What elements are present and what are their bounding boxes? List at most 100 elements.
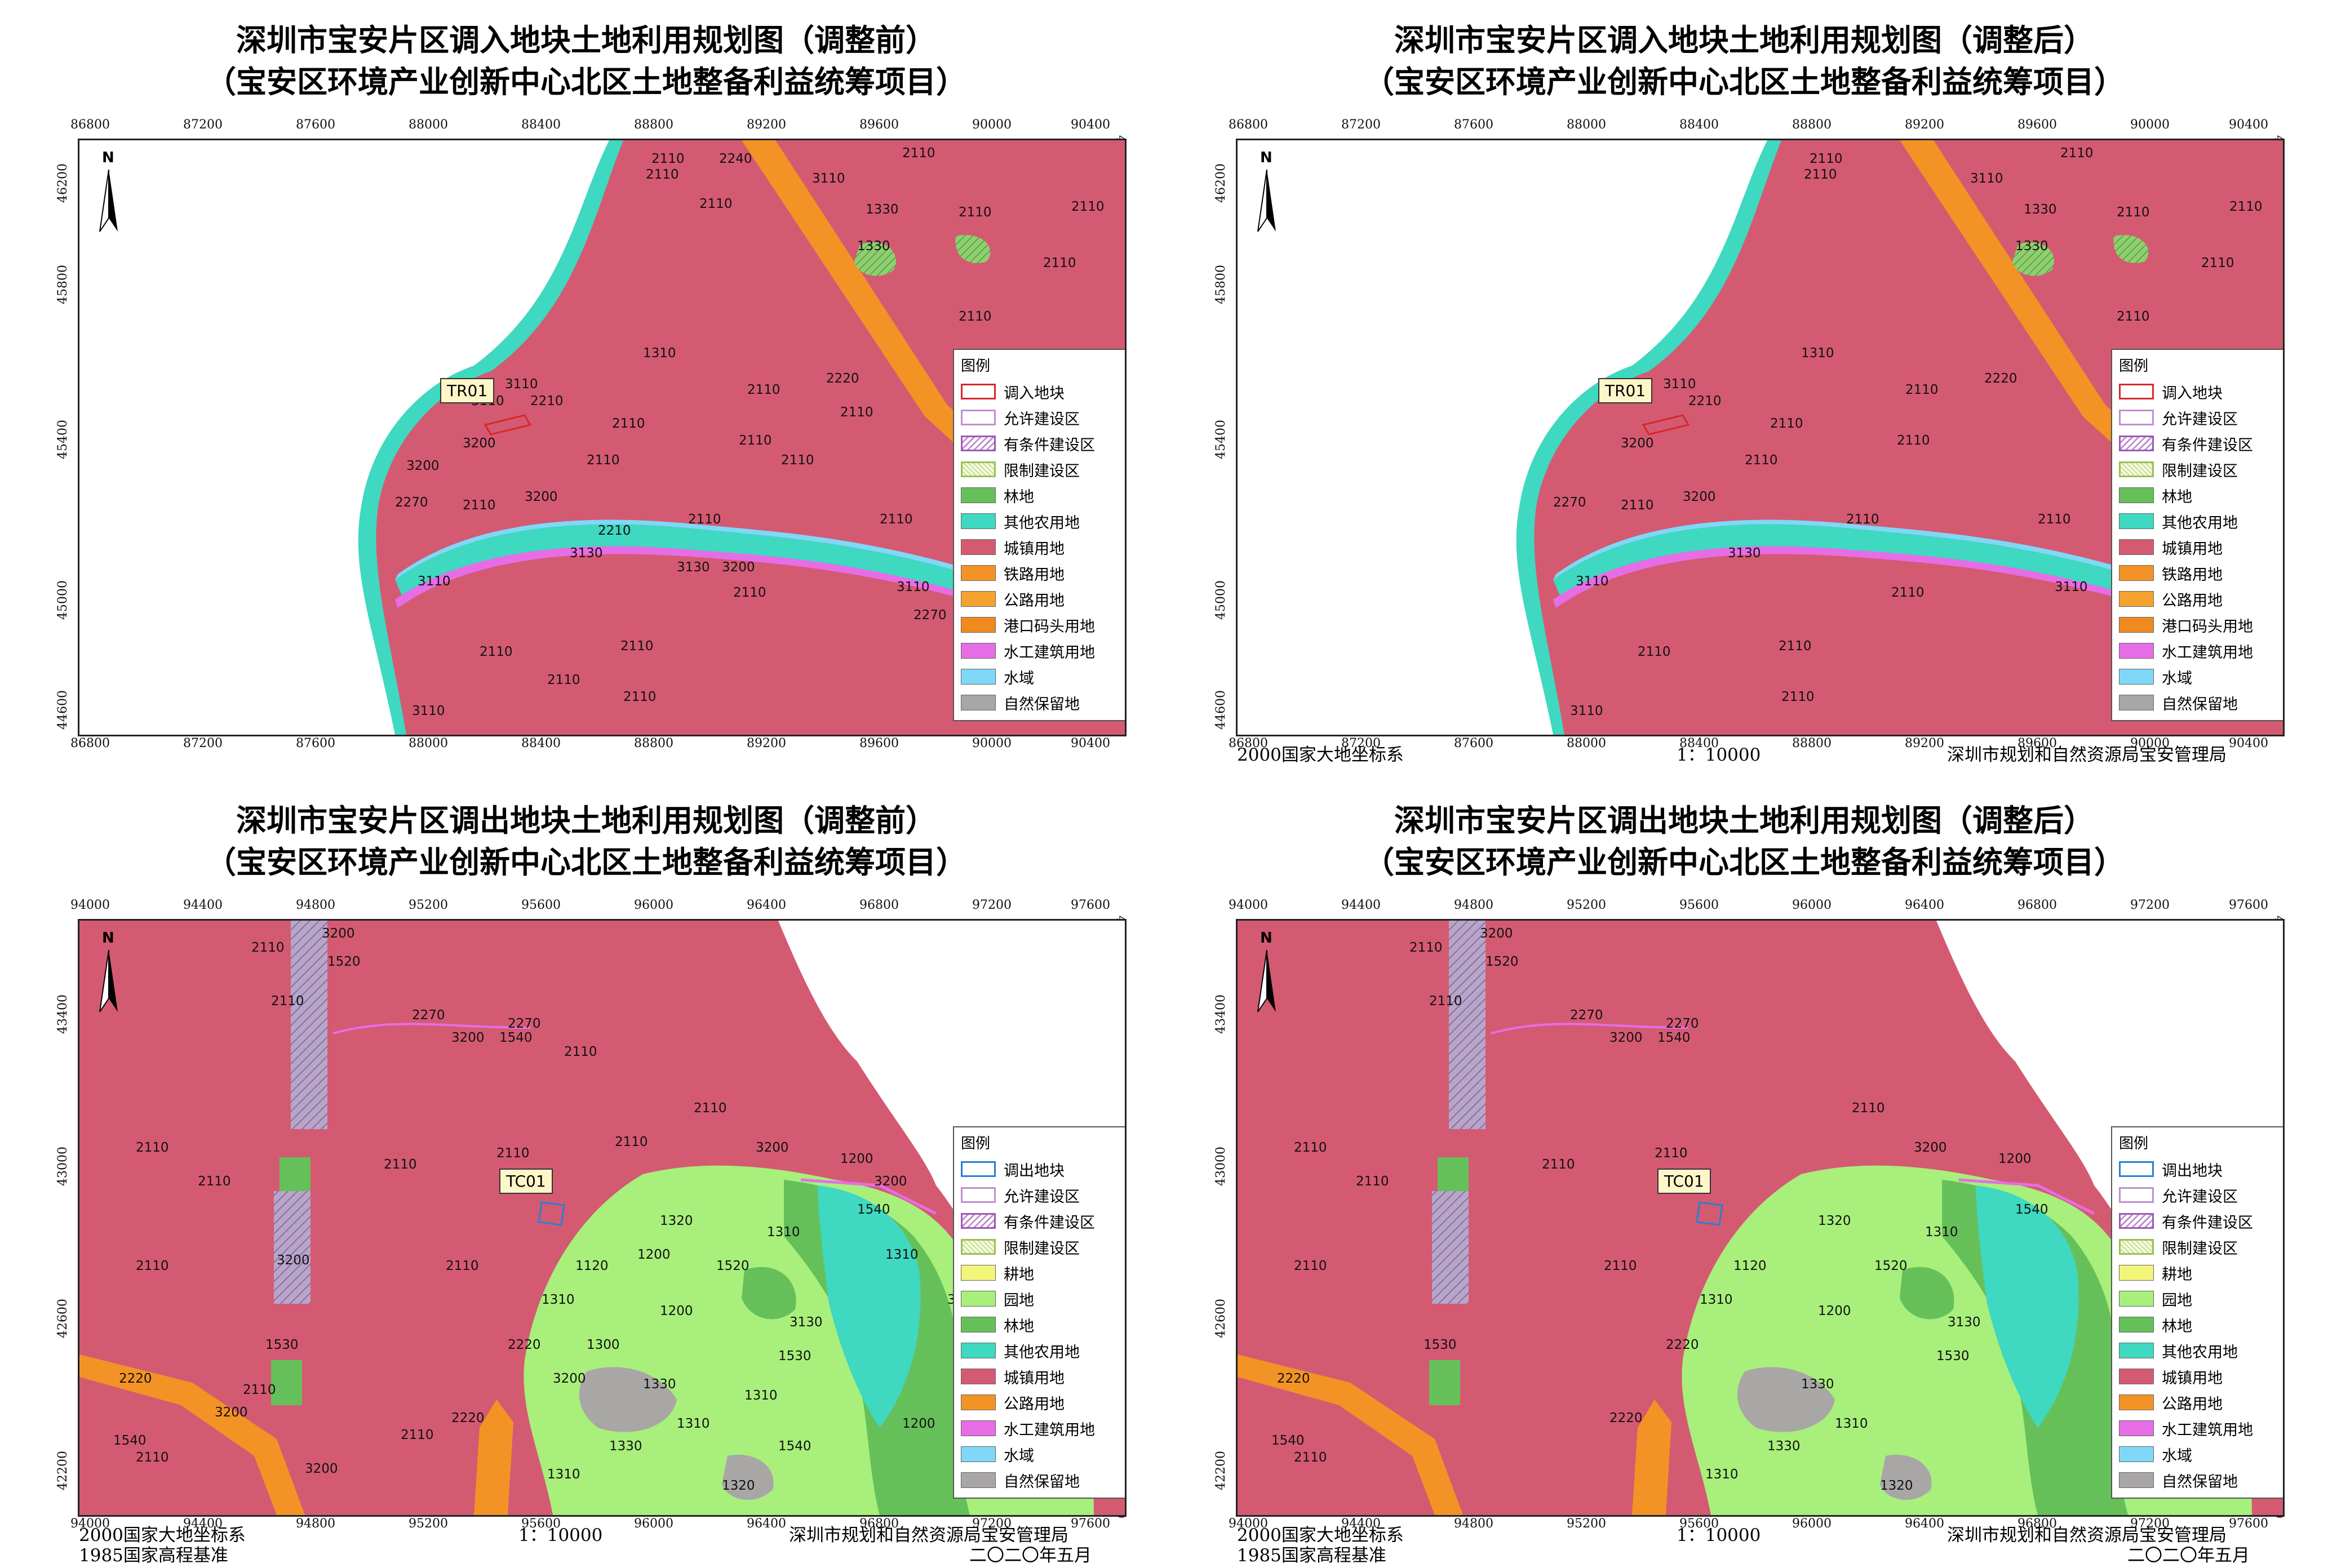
parcel-code: 2110 xyxy=(781,453,814,468)
x-tick: 89600 xyxy=(2017,118,2057,132)
parcel-code: 2110 xyxy=(880,512,913,527)
parcel-code: 2110 xyxy=(840,405,873,420)
map-subtitle: （宝安区环境产业创新中心北区土地整备利益统筹项目） xyxy=(1364,64,2125,100)
other-agri xyxy=(818,1185,921,1428)
parcel-code: 2110 xyxy=(1043,256,1076,270)
legend-swatch xyxy=(2119,1265,2154,1281)
x-tick: 88000 xyxy=(409,118,448,132)
parcel-codes: 2110 2240 2110 2110 3110 2110 1330 2110 … xyxy=(395,146,1105,718)
parcel-code: 2110 xyxy=(1770,416,1803,431)
nature-reserve xyxy=(722,1455,774,1500)
parcel-code: 2220 xyxy=(1277,1371,1310,1386)
x-tick: 95200 xyxy=(1567,1517,1606,1531)
legend-item: 水工建筑用地 xyxy=(2119,638,2283,664)
parcel-code: 1200 xyxy=(660,1304,693,1318)
parcel-code: 1310 xyxy=(547,1467,580,1482)
legend-swatch xyxy=(2119,1291,2154,1307)
x-tick: 94400 xyxy=(1341,1517,1381,1531)
legend-swatch xyxy=(2119,1420,2154,1436)
parcel-code: 3110 xyxy=(812,171,845,186)
parcel-code: 2110 xyxy=(2117,309,2150,324)
legend-label: 调入地块 xyxy=(1004,384,1065,402)
parcel-code: 1200 xyxy=(840,1152,873,1166)
legend-label: 允许建设区 xyxy=(1004,1188,1080,1206)
parcel-code: 2110 xyxy=(1846,512,1879,527)
legend-swatch xyxy=(2119,669,2154,685)
x-tick: 90400 xyxy=(1071,118,1110,132)
x-tick: 88000 xyxy=(1567,118,1606,132)
legend-item: 耕地 xyxy=(2119,1260,2283,1286)
plot-tc01 xyxy=(538,1201,565,1226)
other-agri xyxy=(1976,1185,2079,1428)
x-tick: 96000 xyxy=(634,898,673,912)
parcel-code: 2110 xyxy=(1655,1146,1688,1161)
parcel-code: 1520 xyxy=(327,954,361,969)
parcel-code: 1530 xyxy=(778,1349,812,1363)
legend-swatch xyxy=(2119,436,2154,451)
coordinate-system: 2000国家大地坐标系 xyxy=(79,1525,246,1545)
x-tick: 86800 xyxy=(70,736,110,750)
legend-label: 公路用地 xyxy=(1004,592,1065,610)
x-tick: 87600 xyxy=(296,736,335,750)
forest-strip xyxy=(271,1360,302,1405)
legend-item: 限制建设区 xyxy=(2119,1234,2283,1260)
x-tick: 87600 xyxy=(1454,118,1493,132)
legend-label: 公路用地 xyxy=(1004,1395,1065,1413)
x-tick: 94000 xyxy=(1229,898,1268,912)
legend-item: 水工建筑用地 xyxy=(961,638,1125,664)
parcel-code: 2110 xyxy=(1294,1450,1327,1465)
parcel-code: 1320 xyxy=(660,1214,693,1228)
legend-swatch xyxy=(2119,1161,2154,1177)
legend-item: 园地 xyxy=(961,1286,1125,1312)
legend-item: 水工建筑用地 xyxy=(2119,1415,2283,1441)
legend-item: 调入地块 xyxy=(2119,379,2283,405)
conditional-zone xyxy=(291,921,327,1129)
legend-swatch xyxy=(2119,487,2154,503)
legend-label: 公路用地 xyxy=(2162,1395,2223,1413)
legend-item: 水域 xyxy=(2119,1441,2283,1467)
legend-item: 港口码头用地 xyxy=(961,612,1125,638)
legend-swatch xyxy=(961,617,996,633)
legend-swatch xyxy=(2119,617,2154,633)
legend-label: 限制建设区 xyxy=(2162,1240,2238,1258)
parcel-code: 2110 xyxy=(136,1259,169,1273)
legend-label: 铁路用地 xyxy=(2162,566,2223,584)
legend-swatch xyxy=(2119,591,2154,607)
parcel-code: 3200 xyxy=(756,1140,789,1155)
parcel-code: 2210 xyxy=(598,523,631,538)
parcel-code: 1540 xyxy=(778,1439,812,1454)
legend-label: 自然保留地 xyxy=(2162,695,2238,713)
parcel-code: 3200 xyxy=(215,1405,248,1420)
parcel-code: 1300 xyxy=(587,1338,620,1352)
coordinate-system: 2000国家大地坐标系 xyxy=(1237,745,1404,765)
parcel-code: 1330 xyxy=(643,1377,676,1392)
plot-tr01 xyxy=(1642,414,1690,436)
x-tick: 90400 xyxy=(2229,118,2268,132)
parcel-code: 1330 xyxy=(866,202,899,217)
y-tick: 42600 xyxy=(1214,1299,1228,1338)
legend-item: 允许建设区 xyxy=(2119,1182,2283,1208)
parcel-code: 2110 xyxy=(1071,199,1105,214)
legend-item: 公路用地 xyxy=(961,1389,1125,1415)
legend-swatch xyxy=(2119,695,2154,710)
issuing-authority: 深圳市规划和自然资源局宝安管理局 xyxy=(1947,745,2227,765)
parcel-code: 2210 xyxy=(530,394,564,408)
parcel-code: 1530 xyxy=(1424,1338,1457,1352)
north-arrow: N xyxy=(92,149,126,237)
parcel-code: 1330 xyxy=(2024,202,2057,217)
legend-swatch xyxy=(961,695,996,710)
x-tick: 97600 xyxy=(2229,898,2268,912)
forest-strip xyxy=(1429,1360,1460,1405)
x-tick: 97600 xyxy=(2229,1517,2268,1531)
parcel-code: 3200 xyxy=(463,436,496,451)
x-tick: 96800 xyxy=(859,1517,899,1531)
x-tick: 86800 xyxy=(70,118,110,132)
x-tick: 89200 xyxy=(1905,118,1944,132)
parcel-code: 2110 xyxy=(564,1045,597,1059)
parcel-code: 2110 xyxy=(480,645,513,659)
y-tick: 45000 xyxy=(56,580,70,620)
legend-item: 林地 xyxy=(961,482,1125,508)
parcel-code: 2270 xyxy=(1570,1008,1603,1023)
legend-label: 水工建筑用地 xyxy=(1004,1421,1095,1439)
legend-label: 林地 xyxy=(1004,1317,1034,1335)
